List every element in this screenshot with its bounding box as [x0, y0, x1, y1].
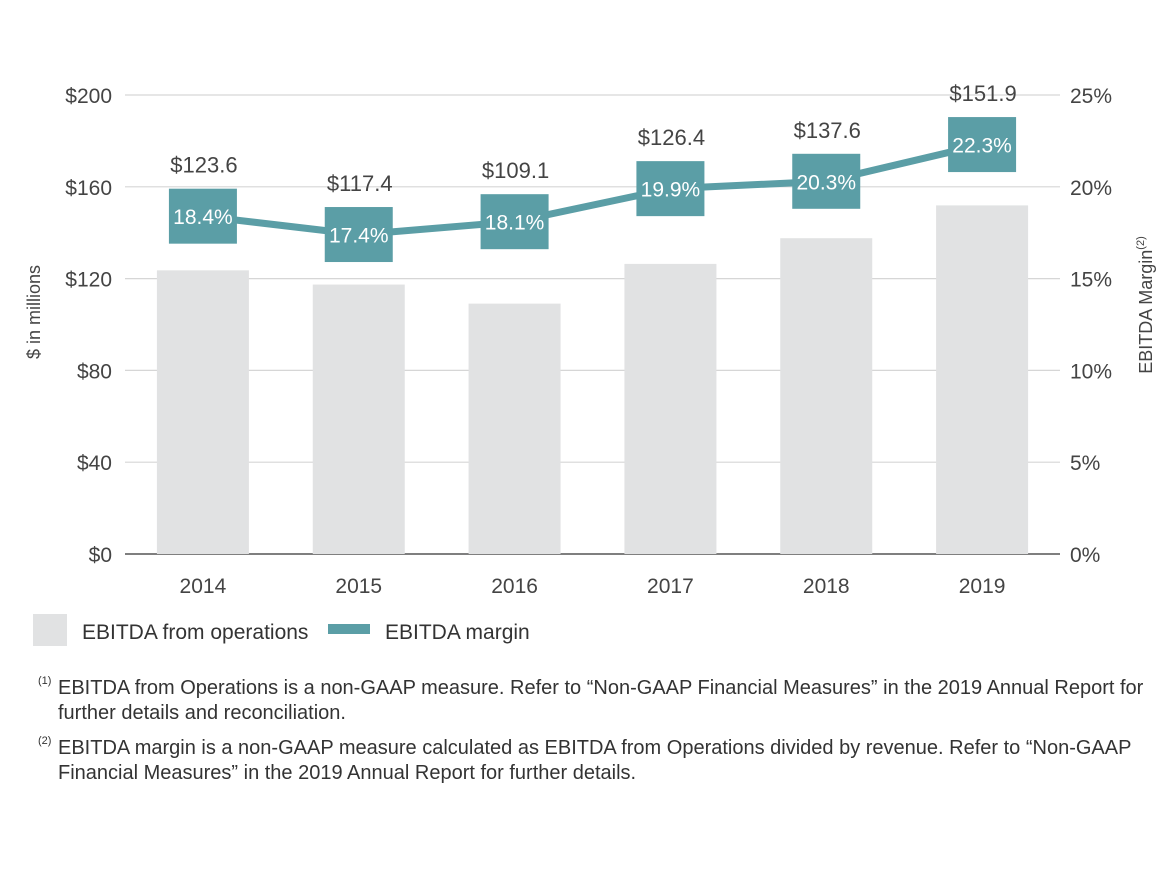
right-tick-label: 25%: [1070, 85, 1112, 108]
x-tick-label: 2015: [335, 575, 382, 598]
margin-point-box: [636, 161, 705, 217]
bar: [780, 238, 873, 554]
bar: [312, 284, 405, 554]
right-tick-label: 0%: [1070, 544, 1100, 567]
x-tick-label: 2019: [959, 575, 1006, 598]
right-tick-label: 15%: [1070, 269, 1112, 292]
bar-value-label: $126.4: [638, 125, 705, 150]
footnote-2-text: EBITDA margin is a non-GAAP measure calc…: [58, 737, 1132, 784]
x-tick-label: 2016: [491, 575, 538, 598]
margin-value-label: 19.9%: [641, 179, 701, 202]
right-axis-title: EBITDA Margin(2): [1135, 236, 1156, 374]
right-tick-label: 5%: [1070, 452, 1100, 475]
right-tick-label: 20%: [1070, 177, 1112, 200]
legend-line-label: EBITDA margin: [385, 621, 530, 644]
margin-point-box: [480, 194, 549, 250]
legend-line-swatch: [328, 624, 370, 634]
bar-value-label: $117.4: [327, 171, 393, 196]
x-tick-label: 2017: [647, 575, 694, 598]
bar-value-label: $151.9: [949, 81, 1016, 106]
right-tick-label: 10%: [1070, 360, 1112, 383]
left-tick-label: $200: [65, 85, 112, 108]
footnote-2: (2) EBITDA margin is a non-GAAP measure …: [38, 735, 1148, 786]
legend-bar-label: EBITDA from operations: [82, 621, 308, 644]
x-tick-label: 2014: [180, 575, 227, 598]
left-tick-label: $80: [77, 360, 112, 383]
bar-value-label: $109.1: [482, 158, 549, 183]
margin-point-box: [168, 188, 237, 244]
left-tick-label: $120: [65, 269, 112, 292]
bar: [936, 205, 1029, 554]
bar-value-label: $137.6: [794, 118, 861, 143]
margin-line-series: 18.4% 17.4% 18.1% 19.9% 20.3% 22.3%: [168, 117, 1017, 263]
margin-point-box: [792, 153, 861, 209]
footnote-1-marker: (1): [38, 675, 52, 687]
bar-series: $123.6 $117.4 $109.1 $126.4 $137.6 $151.9: [156, 81, 1029, 554]
left-tick-label: $0: [89, 544, 112, 567]
right-axis-title-sup: (2): [1135, 236, 1147, 249]
left-tick-label: $160: [65, 177, 112, 200]
bar-value-label: $123.6: [170, 153, 237, 178]
legend: EBITDA from operations EBITDA margin: [33, 614, 530, 646]
footnote-2-marker: (2): [38, 735, 52, 747]
footnote-1-text: EBITDA from Operations is a non-GAAP mea…: [58, 677, 1144, 724]
footnote-1: (1) EBITDA from Operations is a non-GAAP…: [38, 675, 1148, 726]
margin-value-label: 18.1%: [485, 212, 545, 235]
margin-point-box: [324, 207, 393, 263]
right-axis-ticks: 0% 5% 10% 15% 20% 25%: [1070, 85, 1112, 567]
ebitda-chart: $123.6 $117.4 $109.1 $126.4 $137.6 $151.9 18.…: [24, 81, 1156, 646]
bar: [156, 270, 249, 554]
margin-value-label: 18.4%: [173, 206, 233, 229]
right-axis-title-text: EBITDA Margin: [1136, 250, 1156, 374]
margin-point-box: [948, 117, 1017, 173]
margin-value-label: 17.4%: [329, 225, 389, 248]
left-axis-ticks: $0 $40 $80 $120 $160 $200: [65, 85, 112, 567]
left-tick-label: $40: [77, 452, 112, 475]
x-tick-label: 2018: [803, 575, 850, 598]
margin-value-label: 20.3%: [796, 171, 856, 194]
margin-value-label: 22.3%: [952, 135, 1012, 158]
legend-bar-swatch: [33, 614, 67, 646]
x-axis-ticks: 2014 2015 2016 2017 2018 2019: [180, 575, 1006, 598]
gridlines: [125, 94, 1060, 555]
margin-line: [202, 141, 983, 239]
left-axis-title: $ in millions: [24, 265, 44, 359]
bar: [468, 303, 561, 554]
bar: [624, 263, 717, 554]
footnotes: (1) EBITDA from Operations is a non-GAAP…: [38, 675, 1148, 796]
